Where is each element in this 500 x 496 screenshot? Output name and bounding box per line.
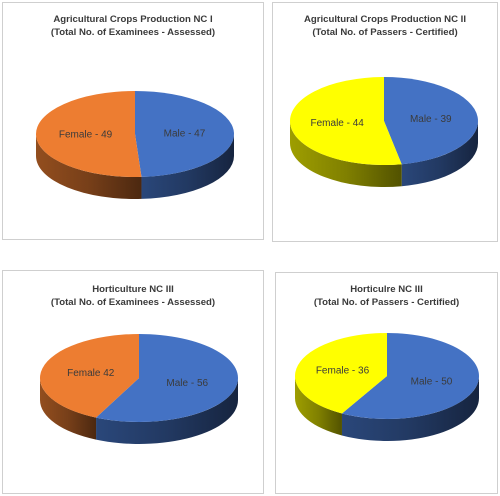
chart-panel-horti-certified: Horticulre NC III (Total No. of Passers … <box>275 272 498 494</box>
pie-slice-side <box>341 376 479 441</box>
chart-title-line-2: (Total No. of Passers - Certified) <box>312 27 458 38</box>
pie-chart: Male - 39 Female - 44 <box>289 77 478 187</box>
chart-title: Agricultural Crops Production NC I (Tota… <box>3 13 263 39</box>
chart-panel-agri-nc2: Agricultural Crops Production NC II (Tot… <box>272 2 498 242</box>
pie-slice-label: Female - 44 <box>311 118 365 129</box>
pie-chart: Male - 47 Female - 49 <box>36 91 235 199</box>
chart-title-line-1: Horticulre NC III <box>350 284 423 295</box>
chart-panel-agri-nc1: Agricultural Crops Production NC I (Tota… <box>2 2 264 240</box>
chart-title: Horticulture NC III (Total No. of Examin… <box>3 283 263 309</box>
pie-slice-side <box>36 134 142 199</box>
pie-slice-side <box>141 134 234 199</box>
chart-title-line-2: (Total No. of Examinees - Assessed) <box>50 27 216 38</box>
pie-slice <box>36 91 142 177</box>
pie-slice-side <box>295 376 342 436</box>
pie-slice <box>135 91 235 177</box>
chart-title-line-1: Agricultural Crops Production NC II <box>303 14 467 25</box>
chart-title-line-2: (Total No. of Passers - Certified) <box>313 297 460 308</box>
chart-title-line-1: Horticulture NC III <box>92 284 174 295</box>
pie-slice <box>384 77 478 165</box>
pie-slice-label: Male - 56 <box>166 378 208 389</box>
pie-chart: Male - 56 Female 42 <box>39 334 239 444</box>
chart-panel-horti-assessed: Horticulture NC III (Total No. of Examin… <box>2 270 264 494</box>
pie-slice-label: Female - 36 <box>316 366 370 377</box>
pie-slice <box>295 333 387 414</box>
pie-slice-side <box>401 121 478 187</box>
chart-title: Horticulre NC III (Total No. of Passers … <box>276 283 497 309</box>
pie-slice-label: Female 42 <box>67 368 115 379</box>
pie-chart: Male - 50 Female - 36 <box>295 333 479 441</box>
pie-slice-side <box>39 378 97 440</box>
pie-slice-label: Female - 49 <box>59 130 113 141</box>
pie-slice-label: Male - 50 <box>411 376 453 387</box>
chart-title-line-2: (Total No. of Examinees - Assessed) <box>50 297 216 308</box>
chart-title: Agricultural Crops Production NC II (Tot… <box>273 13 497 39</box>
pie-slice-label: Male - 47 <box>164 128 206 139</box>
pie-slice <box>289 77 402 165</box>
pie-slice <box>40 334 139 418</box>
pie-slice-label: Male - 39 <box>410 114 452 125</box>
pie-slice <box>341 333 479 419</box>
pie-slice-side <box>96 378 239 444</box>
pie-slice-side <box>290 121 402 187</box>
chart-title-line-1: Agricultural Crops Production NC I <box>53 14 213 25</box>
pie-slice <box>96 334 239 422</box>
